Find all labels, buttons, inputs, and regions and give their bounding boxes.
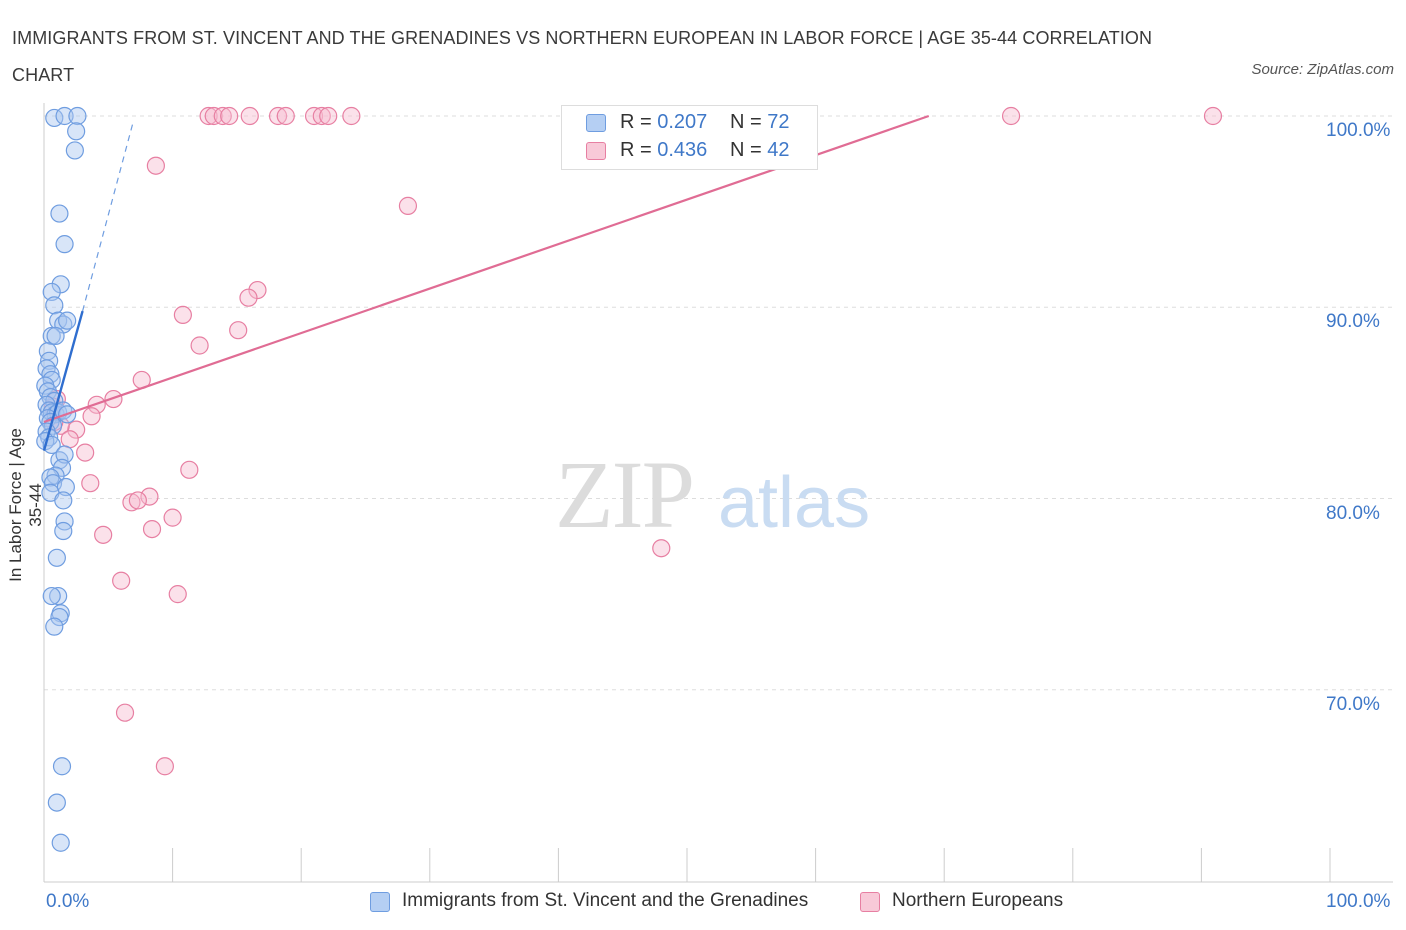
point-northern-european [163,508,182,527]
point-northern-european [276,106,295,126]
point-st-vincent [55,445,74,464]
axes [43,103,1393,883]
legend-n-value: 42 [767,139,790,161]
point-st-vincent [65,141,84,160]
legend-swatch-blue [586,114,606,132]
point-st-vincent [67,122,86,141]
point-northern-european [240,106,259,126]
chart-title: IMMIGRANTS FROM ST. VINCENT AND THE GREN… [12,28,1153,85]
point-northern-european [319,106,338,126]
legend-n-label: N = [730,111,768,133]
point-st-vincent [58,311,77,330]
point-northern-european [239,288,258,307]
bottom-legend-swatch-blue [370,892,390,912]
chart-source: Source: ZipAtlas.com [1251,61,1394,78]
svg-text:ZIP: ZIP [555,441,693,548]
series-northern-europeans [43,106,1223,776]
point-northern-european [155,757,174,776]
point-st-vincent [54,491,73,510]
point-northern-european [398,196,418,215]
point-northern-european [220,106,239,126]
point-northern-european [115,703,135,722]
point-st-vincent [51,833,70,852]
point-st-vincent [47,793,66,812]
point-northern-european [67,420,86,439]
point-northern-european [190,336,209,355]
point-northern-european [122,493,141,512]
legend-r-value: 0.207 [657,111,708,133]
point-northern-european [82,407,101,426]
bottom-legend-label-blue: Immigrants from St. Vincent and the Gren… [402,890,809,911]
trend-line-st-vincent-extension [82,123,134,312]
point-st-vincent [47,548,66,567]
point-st-vincent [55,106,74,126]
svg-text:atlas: atlas [718,463,870,543]
point-northern-european [142,519,162,539]
stats-legend: R = 0.207 N = 72 R = 0.436 N = 42 [561,105,818,170]
point-northern-european [173,305,192,324]
point-northern-european [60,430,79,449]
point-northern-european [213,106,232,126]
x-tick-label-max: 100.0% [1326,891,1391,912]
point-northern-european [76,443,95,462]
bottom-legend-swatch-pink [860,892,880,912]
point-northern-european [146,156,165,175]
point-st-vincent [52,757,72,776]
point-st-vincent [55,235,74,254]
point-northern-european [112,571,131,590]
point-st-vincent [42,586,61,606]
point-northern-european [268,106,288,126]
grid-lines [44,115,1393,691]
point-northern-european [140,487,159,506]
point-northern-european [1001,106,1021,126]
point-st-vincent [42,326,61,346]
point-st-vincent [45,296,64,315]
point-northern-european [128,491,147,510]
legend-r-value: 0.436 [657,139,708,161]
point-st-vincent [42,282,61,302]
y-tick-label: 100.0% [1326,120,1391,141]
point-northern-european [168,585,187,604]
bottom-legend-label-pink: Northern Europeans [892,890,1064,911]
point-northern-european [1203,106,1223,126]
x-tick-label-min: 0.0% [46,891,90,912]
trend-line-st-vincent [42,310,84,452]
point-northern-european [312,106,331,126]
point-northern-european [81,474,100,493]
legend-r-label: R = [620,111,658,133]
legend-swatch-pink [586,142,606,160]
point-northern-european [229,321,248,340]
legend-n-label: N = [730,139,768,161]
point-st-vincent [68,106,87,126]
point-northern-european [180,460,199,479]
y-tick-label: 80.0% [1326,502,1380,524]
point-northern-european [199,106,218,126]
legend-n-value: 72 [767,111,790,133]
point-st-vincent [45,617,64,636]
y-tick-label: 70.0% [1326,693,1380,715]
point-st-vincent [50,204,69,223]
watermark: ZIP atlas [555,441,870,548]
point-northern-european [342,106,361,126]
point-st-vincent [54,521,73,541]
point-northern-european [94,525,113,544]
point-st-vincent [50,607,69,627]
y-tick-label: 90.0% [1326,311,1380,333]
point-northern-european [652,539,671,558]
legend-r-label: R = [620,139,658,161]
point-northern-european [304,106,324,126]
point-st-vincent [46,326,65,346]
point-st-vincent [55,512,74,531]
